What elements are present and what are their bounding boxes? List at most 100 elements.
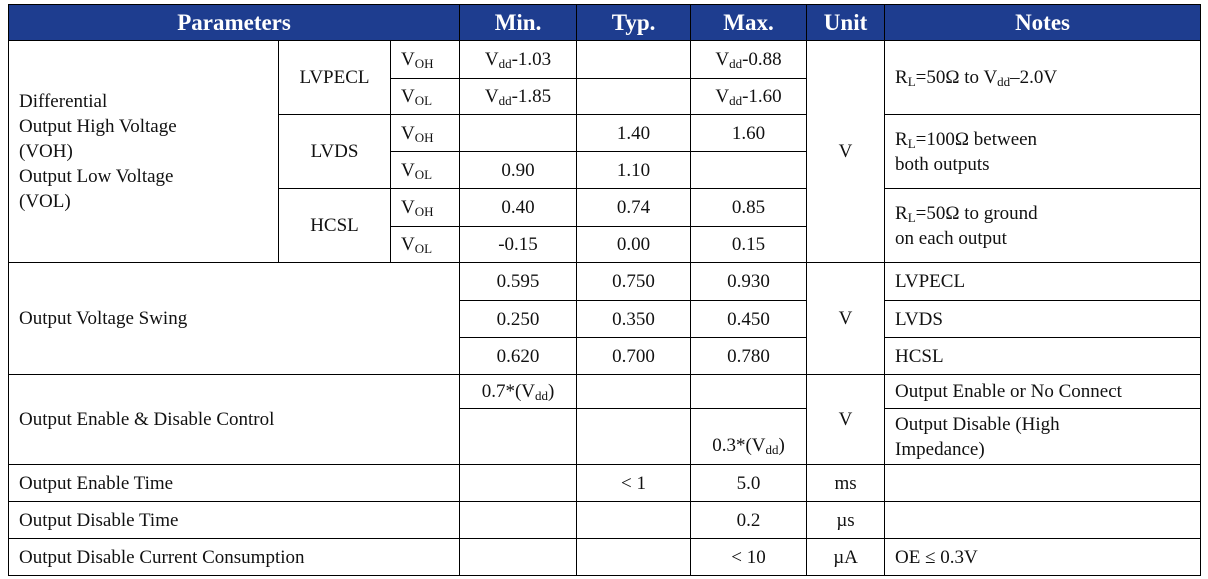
max-cell [690,151,808,189]
text: 0.750 [612,271,655,292]
param-cell: Output Enable Time [7,464,461,502]
min-cell: 0.595 [459,262,578,301]
notes-cell [884,464,1202,502]
text: Output Disable (High [895,413,1060,435]
header-row: Parameters Min. Typ. Max. Unit Notes [7,4,1202,41]
text: -1.03 [511,49,552,70]
unit-cell: µs [806,501,886,539]
text: (VOH) [19,141,73,162]
text: V [715,86,730,107]
typ-cell [576,78,692,115]
subscript: OL [414,166,433,182]
typ-cell [576,501,692,539]
text: ms [834,472,857,494]
text: 0.930 [727,271,770,292]
text: HCSL [895,345,944,367]
notes-cell: OE ≤ 0.3V [884,538,1202,576]
text: OE ≤ 0.3V [895,546,978,568]
unit-cell: V [806,374,886,465]
text: -1.85 [511,86,552,107]
text: (VOL) [19,191,71,212]
text: 1.60 [731,122,766,144]
max-cell: 0.780 [690,337,808,375]
text: -0.88 [742,49,782,70]
text: Typ. [611,10,656,35]
text-line: both outputs [895,152,1190,177]
text: 0.40 [501,197,535,218]
param-cell: Differential Output High Voltage (VOH) Outp… [8,40,279,263]
max-cell: 0.85 [690,188,808,227]
max-cell: Vdd-1.60 [690,78,808,115]
header-cell: Typ. [576,4,692,41]
level-cell: VOL [389,151,461,189]
text: –2.0V [1010,67,1058,88]
max-cell: < 10 [690,538,808,576]
typ-cell: 1.10 [576,151,692,189]
type-cell: LVDS [278,114,391,189]
subscript: dd [997,74,1011,89]
unit-cell: V [806,262,886,375]
max-cell: 0.3*(Vdd) [690,408,808,465]
text: 0.74 [616,197,651,218]
notes-cell: RL=50Ω to ground on each output [884,188,1202,263]
text: Output Low Voltage [19,166,174,187]
text: Unit [823,10,868,35]
typ-cell: 1.40 [576,114,692,152]
text: Differential [19,91,108,112]
text: V [838,141,853,162]
subscript: dd [729,93,743,108]
header-cell: Parameters [7,4,461,41]
max-cell: 1.60 [690,114,808,152]
text: V [401,122,415,144]
text: LVDS [310,141,359,162]
typ-cell: 0.750 [576,262,692,301]
unit-cell: ms [806,464,886,502]
text-line: RL=100Ω between [895,127,1190,152]
text: LVPECL [299,67,370,88]
min-cell [459,114,578,152]
text: =50Ω to ground [915,202,1038,224]
text: ) [548,381,555,402]
min-cell: 0.40 [459,188,578,227]
typ-cell: 0.00 [576,226,692,263]
text: -1.60 [742,86,782,107]
text: Max. [723,10,774,35]
subscript: OL [414,241,433,256]
text: 0.250 [496,308,540,330]
text: =100Ω between [915,128,1038,150]
text: V [401,159,415,181]
min-cell: 0.7*(Vdd) [459,374,578,409]
notes-cell [884,501,1202,539]
text: 0.3*(V [712,435,766,456]
header-cell: Max. [690,4,808,41]
subscript: dd [535,388,549,403]
level-cell: VOH [389,114,461,152]
min-cell [459,501,578,539]
text: V [401,49,415,70]
param-cell: Output Enable & Disable Control [7,374,461,465]
text: V [838,308,853,329]
min-cell: 0.620 [459,337,578,375]
text: 0.15 [731,234,766,255]
text: 0.7*(V [481,381,536,402]
text: < 10 [731,546,766,568]
text: V [401,197,415,218]
subscript: dd [729,56,743,71]
text: Impedance) [895,438,985,460]
text: R [895,202,908,224]
text: 0.620 [496,345,540,367]
subscript: dd [765,442,779,457]
min-cell: 0.90 [459,151,578,189]
text: -0.15 [498,234,538,255]
text: Output Disable Time [19,509,179,531]
text: Parameters [177,10,291,35]
text: V [401,234,415,255]
text: LVDS [895,308,943,330]
text: V [401,86,415,107]
text: 0.595 [496,271,540,292]
subscript: L [907,135,916,151]
text: < 1 [621,472,647,494]
text: both outputs [895,153,990,175]
text: 0.350 [612,308,655,330]
notes-cell: LVDS [884,300,1202,338]
